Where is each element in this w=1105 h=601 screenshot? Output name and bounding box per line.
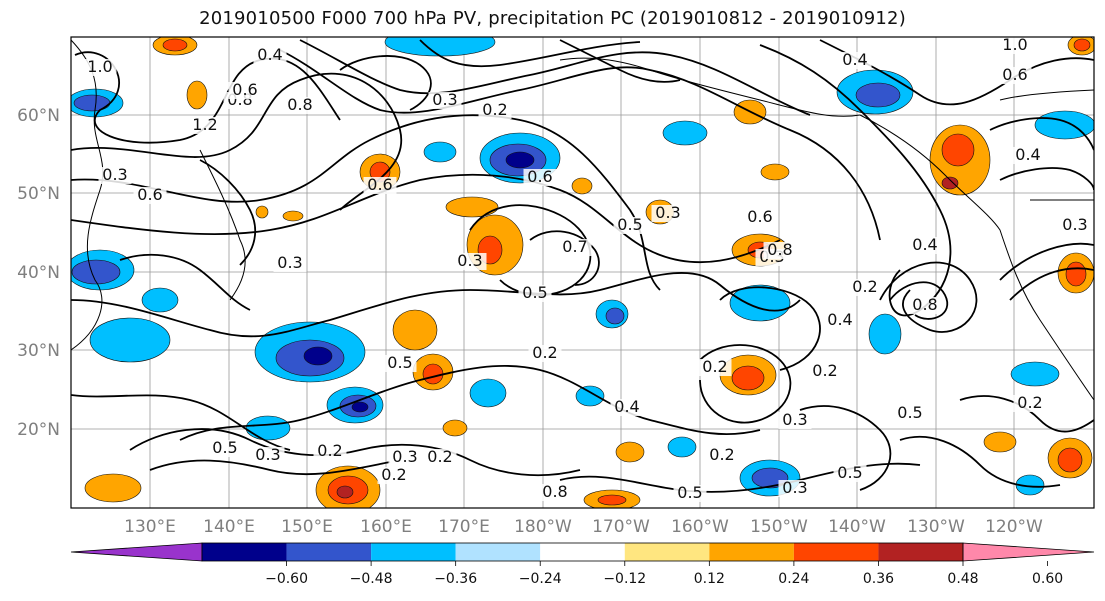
longitude-tick-label: 120°W [985, 517, 1043, 537]
contour-label: 0.6 [137, 185, 162, 204]
colorbar-segment [286, 543, 372, 561]
colorbar-extension-high [962, 542, 1095, 562]
contour-label: 0.2 [812, 361, 837, 380]
longitude-tick-label: 140°W [828, 517, 886, 537]
contour-label: 0.8 [287, 95, 312, 114]
colorbar-segment [540, 543, 625, 561]
contour-label: 1.0 [1002, 35, 1027, 54]
latitude-tick-label: 30°N [17, 341, 60, 361]
contour-label: 0.5 [897, 403, 922, 422]
colorbar-segment [624, 543, 710, 561]
longitude-tick-label: 150°E [281, 517, 333, 537]
colorbar-tick-label: −0.48 [350, 571, 393, 587]
latitude-tick-label: 60°N [17, 106, 60, 126]
contour-label: 0.8 [542, 482, 567, 501]
contour-label: 0.4 [827, 310, 852, 329]
contour-label: 0.3 [432, 90, 457, 109]
colorbar-tick-label: −0.36 [434, 571, 477, 587]
contour-label: 0.4 [842, 50, 867, 69]
colorbar-segment [455, 543, 541, 561]
pv-contours [71, 39, 1094, 493]
longitude-tick-label: 160°W [671, 517, 729, 537]
colorbar-tick-label: −0.12 [603, 571, 646, 587]
latitude-tick-label: 50°N [17, 184, 60, 204]
map-title: 2019010500 F000 700 hPa PV, precipitatio… [199, 8, 906, 29]
contour-label: 0.8 [767, 240, 792, 259]
contour-label: 0.5 [837, 463, 862, 482]
contour-label: 0.4 [912, 235, 937, 254]
contour-label: 0.3 [277, 253, 302, 272]
latitude-tick-label: 20°N [17, 420, 60, 440]
latitude-tick-label: 40°N [17, 263, 60, 283]
contour-label: 0.3 [1062, 215, 1087, 234]
longitude-tick-label: 170°E [438, 517, 490, 537]
contour-label: 0.5 [212, 438, 237, 457]
coastlines [71, 39, 1094, 401]
contour-label: 0.6 [1002, 65, 1027, 84]
contour-label: 0.2 [381, 465, 406, 484]
contour-label: 0.3 [782, 410, 807, 429]
longitude-tick-label: 180°W [514, 517, 572, 537]
contour-label: 0.5 [677, 483, 702, 502]
longitude-tick-label: 140°E [203, 517, 255, 537]
contour-label: 0.7 [562, 237, 587, 256]
latitude-tick-labels: 60°N 50°N 40°N 30°N 20°N [17, 106, 60, 440]
colorbar-segment [371, 543, 456, 561]
contour-label: 1.2 [192, 115, 217, 134]
contour-label: 0.3 [392, 447, 417, 466]
colorbar: −0.60 −0.48 −0.36 −0.24 −0.12 0.12 0.24 0.36 0.4… [70, 542, 1095, 587]
longitude-tick-label: 170°W [592, 517, 650, 537]
longitude-tick-label: 150°W [750, 517, 808, 537]
colorbar-segment [878, 543, 963, 561]
contour-label: 0.5 [387, 353, 412, 372]
contour-label: 0.4 [614, 397, 639, 416]
contour-label: 0.5 [522, 283, 547, 302]
contour-label: 0.3 [102, 165, 127, 184]
colorbar-tick-label: −0.60 [265, 571, 308, 587]
precip-shading [71, 37, 1094, 508]
contour-label: 0.6 [367, 175, 392, 194]
colorbar-segment [202, 543, 287, 561]
contour-label: 0.5 [617, 215, 642, 234]
contour-label: 0.6 [527, 167, 552, 186]
longitude-tick-label: 160°E [360, 517, 412, 537]
contour-label: 0.6 [232, 80, 257, 99]
contour-label: 0.6 [747, 207, 772, 226]
longitude-tick-labels: 130°E 140°E 150°E 160°E 170°E 180°W 170°W 160°W… [124, 517, 1043, 537]
map-frame [70, 36, 1095, 509]
contour-label: 0.2 [1017, 393, 1042, 412]
contour-label: 0.2 [317, 441, 342, 460]
colorbar-tick-label: −0.24 [519, 571, 562, 587]
contour-label: 0.2 [427, 447, 452, 466]
contour-label: 0.4 [257, 45, 282, 64]
colorbar-tick-label: 0.60 [1032, 571, 1063, 587]
colorbar-extension-low [70, 542, 203, 562]
colorbar-tick-label: 0.36 [863, 571, 894, 587]
contour-label: 0.2 [702, 357, 727, 376]
colorbar-frame [201, 542, 964, 562]
map-content: 1.00.40.8 0.81.20.30.60.60.30.20.60.70.50… [71, 35, 1094, 508]
longitude-tick-label: 130°W [907, 517, 965, 537]
contour-label: 0.3 [457, 251, 482, 270]
colorbar-tick-label: 0.48 [947, 571, 978, 587]
contour-label: 1.0 [87, 57, 112, 76]
contour-label: 0.2 [482, 100, 507, 119]
contour-label: 0.3 [782, 478, 807, 497]
colorbar-tick-label: 0.24 [778, 571, 809, 587]
contour-label: 0.4 [1015, 145, 1040, 164]
contour-label: 0.3 [255, 445, 280, 464]
colorbar-segment [709, 543, 794, 561]
contour-label: 0.8 [912, 295, 937, 314]
contour-labels: 1.00.40.8 0.81.20.30.60.60.30.20.60.70.50… [83, 35, 1092, 502]
colorbar-tick-label: 0.12 [694, 571, 725, 587]
contour-label: 0.2 [709, 445, 734, 464]
contour-label: 0.2 [852, 277, 877, 296]
longitude-tick-label: 130°E [124, 517, 176, 537]
map-background [71, 37, 1094, 508]
colorbar-segment [793, 543, 879, 561]
contour-label: 0.2 [532, 343, 557, 362]
contour-label: 0.3 [655, 203, 680, 222]
